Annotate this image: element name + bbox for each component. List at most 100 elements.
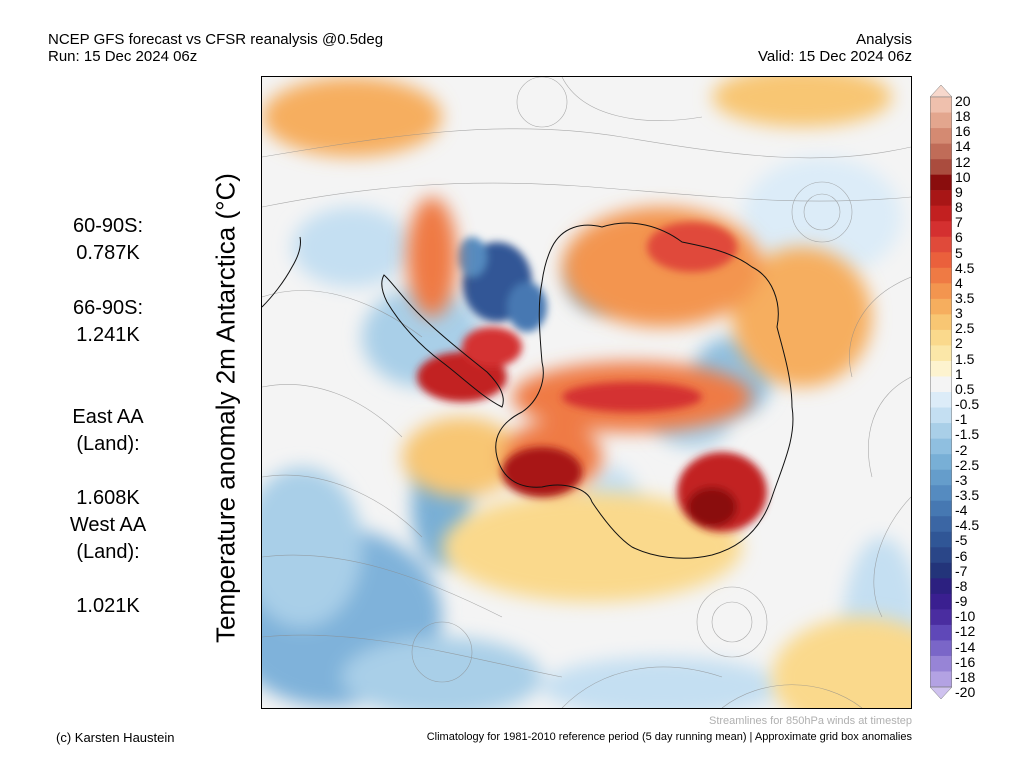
colorbar-swatch bbox=[930, 640, 952, 657]
stat-value: 0.787K bbox=[76, 242, 140, 264]
colorbar-tick-label: 4.5 bbox=[955, 259, 975, 276]
credit: (c) Karsten Haustein bbox=[56, 730, 175, 745]
colorbar-tick-label: 10 bbox=[955, 168, 971, 185]
colorbar-swatch bbox=[930, 159, 952, 175]
colorbar-swatch bbox=[930, 236, 952, 253]
colorbar-tick-label: -16 bbox=[955, 653, 976, 670]
colorbar-swatch bbox=[930, 469, 952, 486]
stat-value: 1.608K bbox=[76, 487, 140, 509]
y-axis-title: Temperature anomaly 2m Antarctica (°C) bbox=[210, 173, 241, 643]
colorbar-bottom-arrow bbox=[930, 686, 952, 699]
colorbar-tick-label: -3.5 bbox=[955, 487, 980, 503]
colorbar-tick-label: -8 bbox=[955, 577, 968, 594]
stat-west-aa: West AA (Land): 1.021K bbox=[48, 485, 168, 647]
stat-label: 66-90S: bbox=[72, 297, 144, 319]
climatology-note: Climatology for 1981-2010 reference peri… bbox=[426, 731, 912, 743]
colorbar-tick-label: -1 bbox=[955, 411, 968, 428]
colorbar-tick-label: 20 bbox=[955, 93, 971, 109]
colorbar-top-arrow bbox=[930, 85, 952, 98]
colorbar-tick-label: 1.5 bbox=[955, 350, 975, 367]
colorbar-tick-label: 6 bbox=[955, 229, 963, 246]
colorbar-swatch bbox=[930, 500, 952, 517]
colorbar-tick-label: 2.5 bbox=[955, 320, 975, 337]
colorbar-swatch bbox=[930, 360, 952, 377]
colorbar-tick-label: -2 bbox=[955, 441, 968, 458]
colorbar-tick-label: 3.5 bbox=[955, 290, 975, 306]
antarctic-peninsula bbox=[381, 274, 504, 408]
colorbar-swatch bbox=[930, 143, 952, 160]
colorbar-swatch bbox=[930, 252, 952, 269]
colorbar-tick-label: -2.5 bbox=[955, 456, 980, 473]
colorbar-swatch bbox=[930, 547, 952, 564]
colorbar-tick-label: -0.5 bbox=[955, 396, 980, 413]
colorbar-tick-label: 12 bbox=[955, 153, 971, 170]
stat-label: West AA (Land): bbox=[69, 514, 147, 563]
stat-66-90s: 66-90S: 1.241K bbox=[48, 295, 168, 349]
colorbar-swatch bbox=[930, 190, 952, 206]
colorbar-swatch bbox=[930, 593, 952, 610]
stat-value: 1.021K bbox=[76, 595, 140, 617]
colorbar-tick-label: -18 bbox=[955, 668, 976, 685]
colorbar-tick-label: -9 bbox=[955, 593, 968, 610]
colorbar-tick-label: -6 bbox=[955, 547, 968, 564]
stat-label: East AA (Land): bbox=[72, 406, 144, 455]
colorbar-tick-label: 5 bbox=[955, 244, 963, 261]
colorbar-frame bbox=[930, 96, 952, 688]
run-time: Run: 15 Dec 2024 06z bbox=[48, 48, 198, 65]
colorbar-swatch bbox=[930, 174, 952, 191]
colorbar-swatch bbox=[930, 531, 952, 548]
colorbar-tick-label: -10 bbox=[955, 608, 976, 625]
colorbar-swatch bbox=[930, 329, 952, 346]
stat-label: 60-90S: bbox=[72, 215, 144, 237]
streamlines-note: Streamlines for 850hPa winds at timestep bbox=[709, 715, 912, 727]
colorbar-swatch bbox=[930, 314, 952, 331]
colorbar-swatch bbox=[930, 609, 952, 626]
colorbar-tick-label: 1 bbox=[955, 365, 963, 382]
colorbar-tick-label: -20 bbox=[955, 684, 976, 700]
colorbar-tick-label: -7 bbox=[955, 562, 968, 579]
colorbar-swatch bbox=[930, 392, 952, 408]
valid-time: Valid: 15 Dec 2024 06z bbox=[758, 48, 912, 65]
anomaly-map bbox=[261, 76, 912, 709]
colorbar-swatch bbox=[930, 221, 952, 238]
colorbar bbox=[930, 85, 952, 699]
colorbar-tick-label: -14 bbox=[955, 638, 976, 655]
colorbar-swatch bbox=[930, 562, 952, 579]
colorbar-tick-label: 0.5 bbox=[955, 380, 975, 397]
stat-60-90s: 60-90S: 0.787K bbox=[48, 213, 168, 267]
colorbar-swatch bbox=[930, 516, 952, 533]
colorbar-tick-label: 3 bbox=[955, 305, 963, 322]
colorbar-tick-label: 16 bbox=[955, 123, 971, 140]
colorbar-tick-label: -5 bbox=[955, 532, 968, 549]
colorbar-tick-label: 9 bbox=[955, 183, 963, 200]
colorbar-tick-label: -4.5 bbox=[955, 517, 980, 534]
colorbar-tick-label: 4 bbox=[955, 274, 963, 291]
colorbar-swatch bbox=[930, 578, 952, 595]
colorbar-tick-label: 2 bbox=[955, 335, 963, 352]
colorbar-swatch bbox=[930, 423, 952, 439]
stat-value: 1.241K bbox=[76, 324, 140, 346]
analysis-label: Analysis bbox=[856, 31, 912, 48]
colorbar-swatch bbox=[930, 345, 952, 362]
colorbar-swatch bbox=[930, 438, 952, 455]
colorbar-swatch bbox=[930, 298, 952, 315]
colorbar-tick-label: 7 bbox=[955, 214, 963, 231]
colorbar-tick-label: -12 bbox=[955, 623, 976, 640]
colorbar-swatch bbox=[930, 376, 952, 393]
colorbar-swatch bbox=[930, 283, 952, 300]
colorbar-swatch bbox=[930, 454, 952, 470]
colorbar-tick-label: -1.5 bbox=[955, 426, 980, 443]
colorbar-swatch bbox=[930, 671, 952, 688]
colorbar-swatch bbox=[930, 624, 952, 641]
south-america-tip bbox=[262, 236, 301, 308]
colorbar-swatch bbox=[930, 205, 952, 222]
colorbar-tick-label: 18 bbox=[955, 108, 971, 125]
wind-streamlines bbox=[262, 77, 911, 708]
colorbar-swatch bbox=[930, 267, 952, 284]
chart-title: NCEP GFS forecast vs CFSR reanalysis @0.… bbox=[48, 31, 384, 48]
colorbar-swatch bbox=[930, 655, 952, 672]
antarctica-coastline bbox=[495, 222, 794, 559]
colorbar-swatch bbox=[930, 485, 952, 501]
colorbar-swatch bbox=[930, 128, 952, 144]
colorbar-tick-label: -4 bbox=[955, 502, 968, 519]
